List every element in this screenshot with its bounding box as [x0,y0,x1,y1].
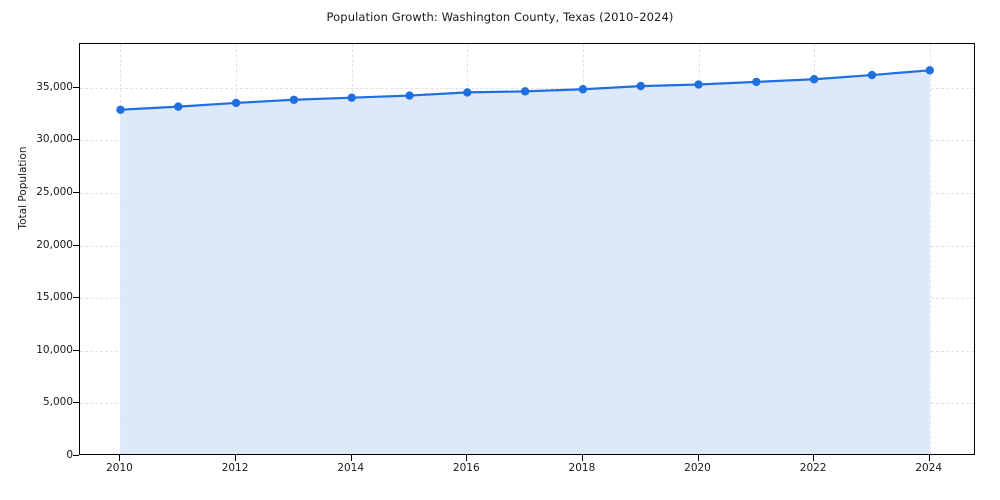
y-tick-mark [73,86,79,88]
x-tick-label: 2024 [915,462,943,474]
x-tick-label: 2014 [337,462,365,474]
y-tick-label: 30,000 [36,133,73,146]
x-tick-mark [119,455,121,461]
data-point-markers [116,66,934,114]
data-point-marker [174,102,183,111]
y-tick-mark [73,244,79,246]
x-tick-label: 2012 [221,462,249,474]
y-tick-label: 35,000 [36,80,73,93]
x-tick-mark [813,455,815,461]
x-tick-mark [581,455,583,461]
x-tick-label: 2018 [568,462,596,474]
y-tick-label: 5,000 [42,396,73,409]
data-point-marker [636,81,645,91]
data-point-marker [809,75,819,84]
data-point-marker [116,105,125,114]
x-tick-mark [350,455,352,461]
data-point-marker [231,98,241,108]
x-tick-mark [235,455,237,461]
chart-title: Population Growth: Washington County, Te… [326,10,674,24]
data-point-marker [289,95,299,104]
y-axis-ticks: 0 5,000 10,000 15,000 20,000 25,000 30,000 35,0… [0,0,73,500]
data-point-marker [752,77,761,87]
gridline-vertical [929,44,931,454]
y-tick-label: 15,000 [36,291,73,304]
data-point-marker [694,80,703,89]
y-tick-label: 25,000 [36,185,73,198]
series-total-population [116,66,934,454]
y-tick-mark [73,191,79,193]
x-tick-label: 2022 [799,462,827,474]
data-point-marker [578,85,588,94]
data-point-marker [347,93,356,102]
data-point-marker [463,88,472,97]
y-tick-mark [73,139,79,141]
data-point-marker [520,87,530,96]
y-tick-mark [73,402,79,404]
area-fill [120,70,930,454]
x-tick-mark [928,455,930,461]
x-tick-mark [697,455,699,461]
x-tick-mark [466,455,468,461]
x-tick-label: 2010 [106,462,133,474]
plot-area [79,43,975,455]
y-tick-mark [73,297,79,299]
x-tick-label: 2016 [452,462,480,474]
y-tick-mark [73,455,79,456]
y-tick-label: 20,000 [36,238,73,251]
y-tick-mark [73,349,79,351]
y-tick-label: 0 [66,449,73,461]
x-tick-label: 2020 [684,462,711,474]
data-point-marker [405,91,414,100]
data-point-marker [925,66,934,75]
y-tick-label: 10,000 [36,343,73,356]
data-point-marker [867,70,877,80]
